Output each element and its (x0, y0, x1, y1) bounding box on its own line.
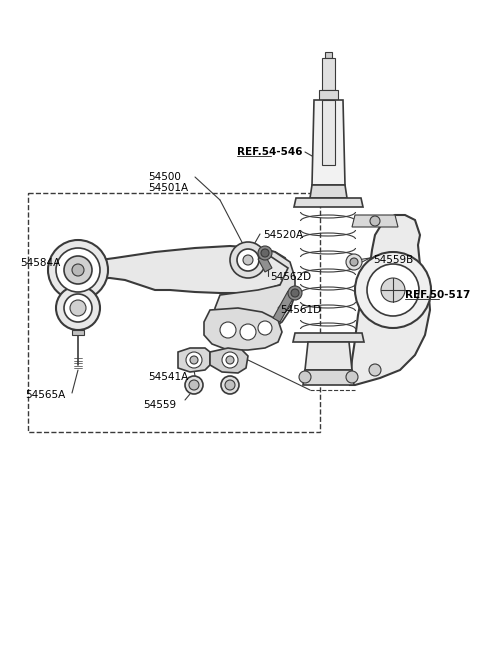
Circle shape (220, 322, 236, 338)
Polygon shape (72, 330, 84, 335)
Text: 54561D: 54561D (280, 305, 321, 315)
Polygon shape (294, 198, 363, 207)
Circle shape (381, 278, 405, 302)
Circle shape (225, 380, 235, 390)
Circle shape (64, 294, 92, 322)
Polygon shape (319, 90, 338, 100)
Polygon shape (258, 255, 272, 272)
Text: 54500: 54500 (148, 172, 181, 182)
Circle shape (288, 286, 302, 300)
Circle shape (230, 242, 266, 278)
Circle shape (370, 216, 380, 226)
Circle shape (237, 249, 259, 271)
Circle shape (186, 352, 202, 368)
Polygon shape (325, 52, 332, 58)
Text: 54520A: 54520A (263, 230, 303, 240)
Circle shape (221, 376, 239, 394)
Circle shape (72, 264, 84, 276)
Text: REF.50-517: REF.50-517 (405, 290, 470, 300)
Text: 54559: 54559 (143, 400, 176, 410)
Circle shape (299, 371, 311, 383)
Circle shape (70, 300, 86, 316)
Text: 54541A: 54541A (148, 372, 188, 382)
Circle shape (369, 364, 381, 376)
Polygon shape (178, 348, 210, 372)
Circle shape (346, 371, 358, 383)
Circle shape (346, 254, 362, 270)
Circle shape (56, 248, 100, 292)
Circle shape (189, 380, 199, 390)
Text: REF.54-546: REF.54-546 (237, 147, 302, 157)
Polygon shape (214, 248, 295, 338)
Polygon shape (303, 370, 354, 385)
Polygon shape (352, 215, 398, 227)
Circle shape (367, 264, 419, 316)
Circle shape (261, 249, 269, 257)
Circle shape (48, 240, 108, 300)
Circle shape (258, 246, 272, 260)
Polygon shape (88, 246, 288, 293)
Polygon shape (350, 215, 430, 385)
Polygon shape (322, 58, 335, 90)
Circle shape (240, 324, 256, 340)
Polygon shape (305, 342, 352, 370)
Circle shape (222, 352, 238, 368)
Polygon shape (204, 308, 282, 350)
Circle shape (185, 376, 203, 394)
Polygon shape (312, 100, 345, 185)
Circle shape (243, 255, 253, 265)
Polygon shape (273, 291, 295, 322)
Text: 54501A: 54501A (148, 183, 188, 193)
Circle shape (226, 356, 234, 364)
Polygon shape (293, 333, 364, 342)
Text: 54584A: 54584A (20, 258, 60, 268)
Text: 54559B: 54559B (373, 255, 413, 265)
Circle shape (258, 321, 272, 335)
Circle shape (355, 252, 431, 328)
Text: 54562D: 54562D (270, 272, 311, 282)
Circle shape (64, 256, 92, 284)
Circle shape (350, 258, 358, 266)
Text: 54565A: 54565A (25, 390, 65, 400)
Polygon shape (210, 348, 248, 373)
Polygon shape (310, 185, 347, 198)
Circle shape (190, 356, 198, 364)
Polygon shape (322, 100, 335, 165)
Bar (28, 193, 320, 432)
Circle shape (291, 289, 299, 297)
Circle shape (56, 286, 100, 330)
